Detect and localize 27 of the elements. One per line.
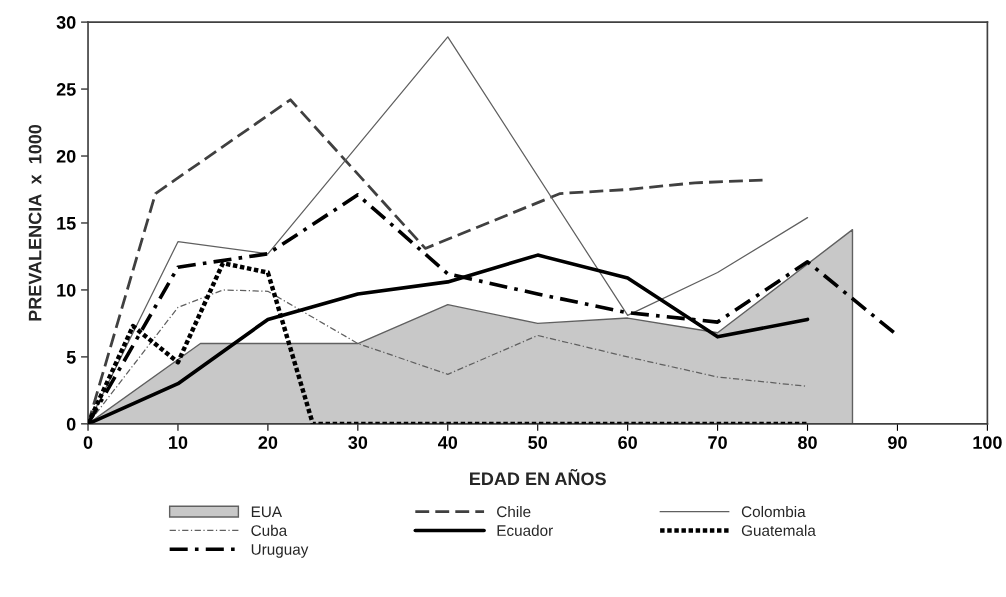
x-tick-label: 40 <box>438 436 458 449</box>
x-tick-label: 0 <box>83 436 93 449</box>
y-tick-label: 15 <box>57 217 76 230</box>
y-axis-title: PREVALENCIA x 1000 <box>28 124 42 321</box>
y-tick-label: 0 <box>66 417 76 431</box>
x-tick-label: 90 <box>888 436 907 449</box>
legend-label: Chile <box>497 505 531 518</box>
x-tick-label: 70 <box>708 436 727 449</box>
y-tick-label: 5 <box>66 351 76 364</box>
legend-label: Ecuador <box>497 524 553 536</box>
y-tick-label: 10 <box>57 283 76 297</box>
x-tick-label: 30 <box>348 436 368 449</box>
legend-label: Guatemala <box>741 524 816 536</box>
x-tick-label: 10 <box>169 436 188 449</box>
x-tick-label: 80 <box>798 436 817 449</box>
legend-label: Colombia <box>741 505 806 518</box>
legend-label: EUA <box>251 506 283 518</box>
y-tick-label: 20 <box>56 149 76 163</box>
y-tick-label: 30 <box>56 16 76 29</box>
legend-label: Uruguay <box>251 544 309 558</box>
x-tick-label: 50 <box>528 436 548 449</box>
y-tick-label: 25 <box>56 82 76 96</box>
x-tick-label: 100 <box>973 436 1002 449</box>
x-axis-title: EDAD EN AÑOS <box>470 468 606 486</box>
x-tick-label: 20 <box>258 436 278 449</box>
legend-label: Cuba <box>251 524 288 536</box>
x-tick-label: 60 <box>618 436 637 449</box>
